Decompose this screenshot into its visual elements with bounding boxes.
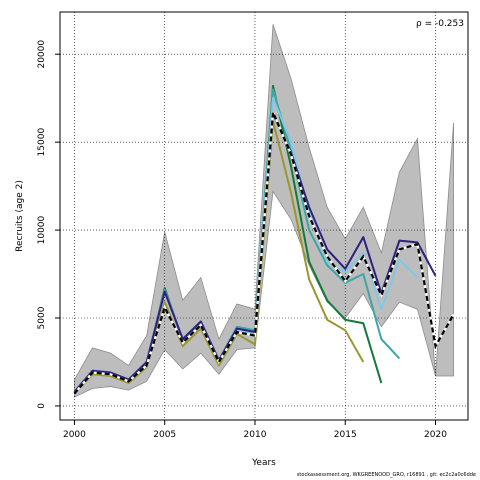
x-axis: 2000 2005 2010 2015 2020 bbox=[63, 420, 447, 440]
x-tick-label: 2015 bbox=[334, 430, 357, 440]
series-line-base-5 bbox=[73, 111, 455, 395]
y-axis-label: Recruits (age 2) bbox=[15, 180, 25, 252]
plot-frame bbox=[59, 11, 469, 421]
correlation-annotation: ρ = -0.253 bbox=[416, 19, 464, 29]
footer-credit: stockassessment.org, WKGREENOOD_GRO, r16… bbox=[296, 472, 476, 478]
y-tick-label: 10000 bbox=[37, 215, 47, 244]
y-tick-label: 15000 bbox=[37, 128, 47, 157]
y-axis: 0 5000 10000 15000 20000 bbox=[37, 40, 60, 409]
y-tick-label: 5000 bbox=[37, 306, 47, 329]
x-tick-label: 2020 bbox=[424, 430, 447, 440]
series-line-0 bbox=[73, 120, 365, 395]
series-layer bbox=[73, 84, 455, 395]
x-tick-label: 2000 bbox=[63, 430, 86, 440]
x-axis-label: Years bbox=[251, 458, 276, 468]
x-tick-label: 2010 bbox=[244, 430, 267, 440]
y-tick-label: 0 bbox=[37, 403, 47, 409]
y-tick-label: 20000 bbox=[37, 40, 47, 69]
x-tick-label: 2005 bbox=[153, 430, 176, 440]
